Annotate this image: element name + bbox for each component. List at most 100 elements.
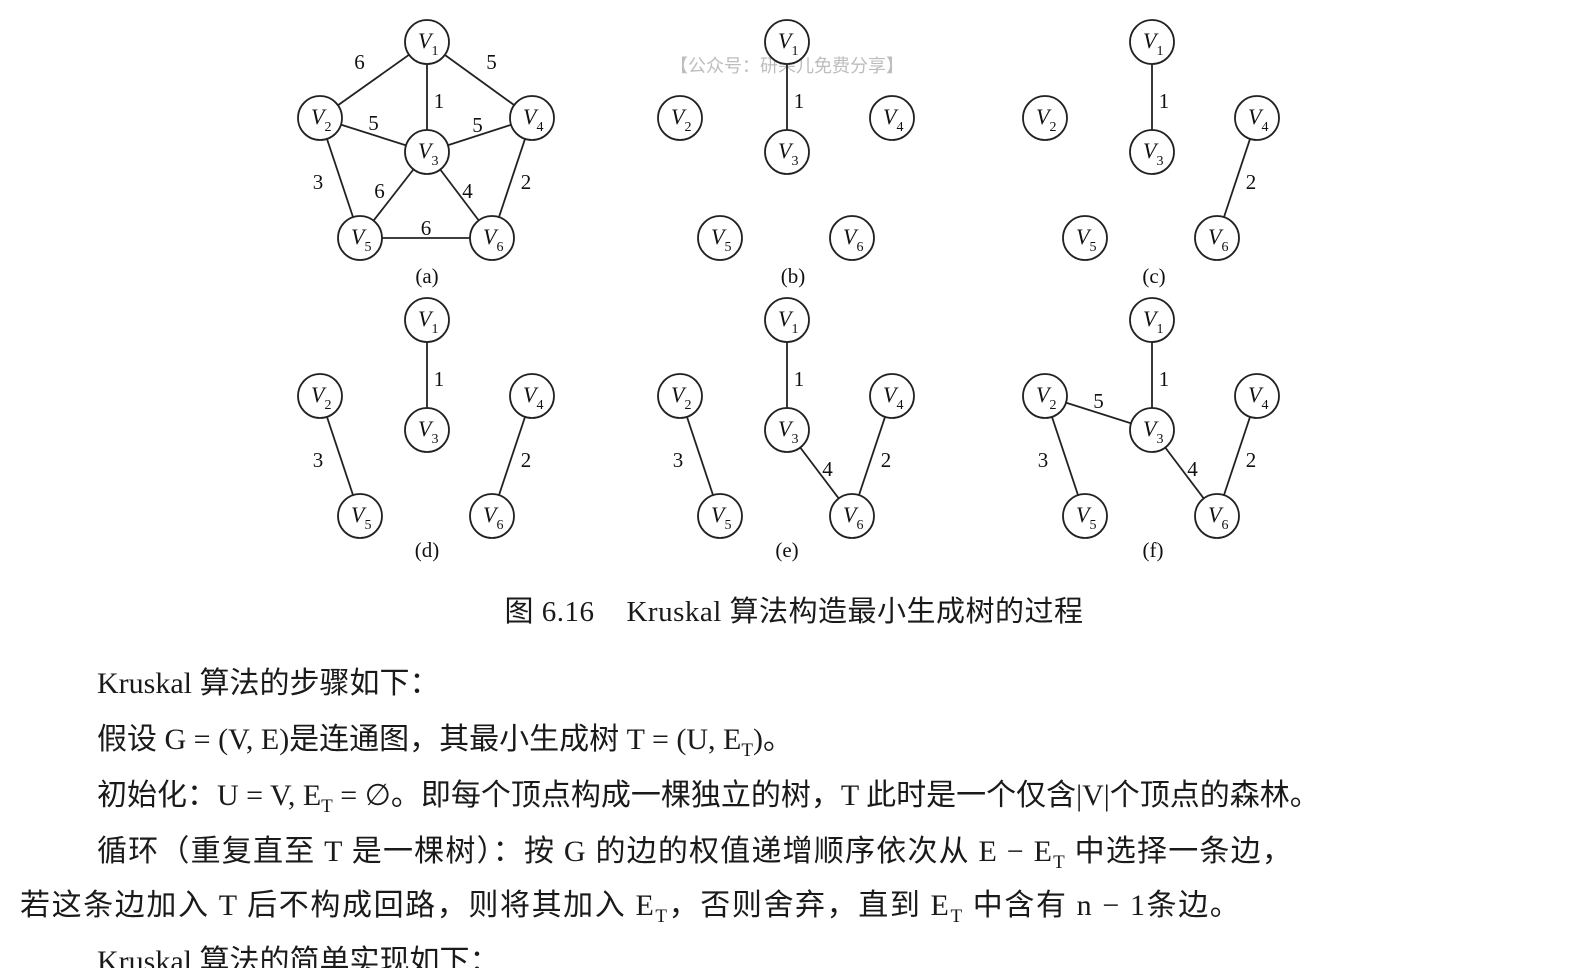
edge-weight-label: 2 — [1246, 170, 1257, 194]
figure-title: Kruskal 算法构造最小生成树的过程 — [626, 596, 1084, 628]
figure-number: 图 6.16 — [504, 596, 595, 628]
subscript: T — [321, 796, 333, 817]
edge-weight-label: 1 — [794, 367, 805, 391]
edge-weight-label: 5 — [486, 50, 497, 74]
edge-weight-label: 4 — [822, 457, 833, 481]
paragraph-assumption: 假设 G = (V, E)是连通图，其最小生成树 T = (U, ET)。 — [0, 720, 1588, 771]
subscript: T — [741, 740, 753, 761]
subscript: T — [655, 906, 669, 927]
paragraph-text: 初始化：U = V, E — [97, 779, 322, 812]
paragraph-steps-intro: Kruskal 算法的步骤如下： — [0, 664, 1588, 704]
paragraph-text: ，否则舍弃，直到 E — [668, 889, 951, 922]
node-v5 — [697, 493, 743, 539]
node-v5 — [1062, 493, 1108, 539]
paragraph-text: 中含有 n − 1条边。 — [963, 889, 1242, 922]
node-v4 — [869, 95, 915, 141]
panel-label: (a) — [415, 264, 438, 288]
node-v6 — [1194, 493, 1240, 539]
node-v6 — [829, 493, 875, 539]
subscript: T — [1053, 852, 1066, 873]
paragraph-text: Kruskal 算法的简单实现如下： — [97, 945, 500, 968]
subscript: T — [950, 906, 964, 927]
node-v4 — [509, 373, 555, 419]
paragraph-text: 若这条边加入 T 后不构成回路，则将其加入 E — [20, 889, 656, 922]
edge-weight-label: 6 — [421, 216, 432, 240]
node-v1 — [404, 19, 450, 65]
node-v1 — [764, 297, 810, 343]
edge-weight-label: 5 — [1093, 389, 1104, 413]
node-v2 — [297, 373, 343, 419]
edge-weight-label: 6 — [374, 179, 385, 203]
edge-weight-label: 3 — [1038, 448, 1049, 472]
node-v2 — [657, 373, 703, 419]
node-v6 — [469, 493, 515, 539]
paragraph-loop-continued: 若这条边加入 T 后不构成回路，则将其加入 ET，否则舍弃，直到 ET 中含有 … — [0, 886, 1588, 937]
edge-weight-label: 3 — [313, 448, 324, 472]
edge-weight-label: 1 — [794, 89, 805, 113]
edge-weight-label: 4 — [462, 179, 473, 203]
edge-weight-label: 5 — [368, 111, 379, 135]
edge-weight-label: 3 — [313, 170, 324, 194]
edge-weight-label: 1 — [1159, 367, 1170, 391]
figure-caption: 图 6.16 Kruskal 算法构造最小生成树的过程 — [0, 588, 1588, 630]
node-v3 — [404, 129, 450, 175]
node-v3 — [764, 129, 810, 175]
panel-label: (b) — [781, 264, 806, 288]
paragraph-loop: 循环（重复直至 T 是一棵树）：按 G 的边的权值递增顺序依次从 E − ET … — [0, 832, 1588, 883]
edge-weight-label: 2 — [521, 170, 532, 194]
edge-weight-label: 5 — [472, 113, 483, 137]
node-v5 — [697, 215, 743, 261]
node-v3 — [764, 407, 810, 453]
paragraph-text: 中选择一条边， — [1065, 835, 1294, 868]
edge-weight-label: 1 — [434, 367, 445, 391]
paragraph-text: )。 — [752, 723, 793, 756]
edge-weight-label: 2 — [881, 448, 892, 472]
edge-weight-label: 3 — [673, 448, 684, 472]
panel-label: (c) — [1142, 264, 1165, 288]
edge-weight-label: 4 — [1187, 457, 1198, 481]
node-v5 — [1062, 215, 1108, 261]
node-v1 — [1129, 297, 1175, 343]
panel-label: (f) — [1143, 538, 1164, 562]
node-v4 — [869, 373, 915, 419]
node-v3 — [404, 407, 450, 453]
node-v4 — [509, 95, 555, 141]
node-v1 — [1129, 19, 1175, 65]
paragraph-text: Kruskal 算法的步骤如下： — [97, 667, 440, 700]
edge-weight-label: 1 — [1159, 89, 1170, 113]
node-v2 — [657, 95, 703, 141]
paragraph-implementation-cutoff: Kruskal 算法的简单实现如下： — [97, 942, 499, 968]
edge-weight-label: 2 — [521, 448, 532, 472]
paragraph-initialization: 初始化：U = V, ET = ∅。即每个顶点构成一棵独立的树，T 此时是一个仅… — [0, 776, 1588, 827]
node-v1 — [404, 297, 450, 343]
node-v2 — [1022, 95, 1068, 141]
node-v6 — [469, 215, 515, 261]
node-v3 — [1129, 129, 1175, 175]
edge-weight-label: 1 — [434, 89, 445, 113]
node-v6 — [1194, 215, 1240, 261]
edge-weight-label: 2 — [1246, 448, 1257, 472]
paragraph-text: = ∅。即每个顶点构成一棵独立的树，T 此时是一个仅含|V|个顶点的森林。 — [332, 779, 1320, 812]
node-v3 — [1129, 407, 1175, 453]
node-v5 — [337, 493, 383, 539]
node-v2 — [297, 95, 343, 141]
node-v6 — [829, 215, 875, 261]
edge-weight-label: 6 — [354, 50, 365, 74]
panel-label: (d) — [415, 538, 440, 562]
node-v4 — [1234, 95, 1280, 141]
node-v2 — [1022, 373, 1068, 419]
paragraph-text: 假设 G = (V, E)是连通图，其最小生成树 T = (U, E — [97, 723, 742, 756]
node-v5 — [337, 215, 383, 261]
panel-label: (e) — [775, 538, 798, 562]
paragraph-text: 循环（重复直至 T 是一棵树）：按 G 的边的权值递增顺序依次从 E − E — [97, 835, 1054, 868]
node-v4 — [1234, 373, 1280, 419]
node-v1 — [764, 19, 810, 65]
